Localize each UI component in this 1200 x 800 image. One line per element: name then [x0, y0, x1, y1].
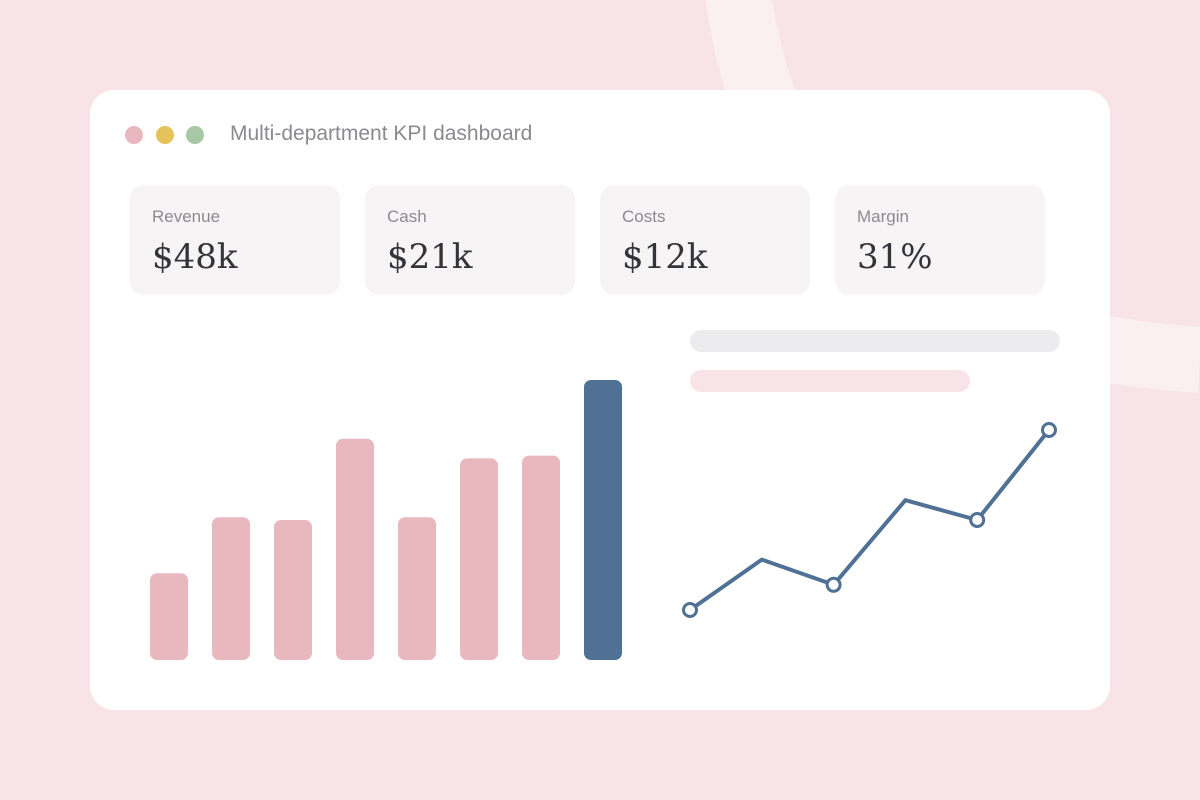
minimize-dot[interactable] — [156, 126, 174, 144]
skeleton-line-pink — [690, 370, 970, 392]
kpi-card-revenue[interactable]: Revenue $48k — [130, 185, 340, 295]
kpi-card-cash[interactable]: Cash $21k — [365, 185, 575, 295]
bar-8[interactable] — [584, 380, 622, 660]
bar-2[interactable] — [212, 517, 250, 660]
bar-7[interactable] — [522, 455, 560, 660]
kpi-value: 31% — [857, 237, 933, 277]
close-dot[interactable] — [125, 126, 143, 144]
bar-3[interactable] — [274, 520, 312, 660]
kpi-value: $48k — [152, 237, 238, 277]
kpi-card-margin[interactable]: Margin 31% — [835, 185, 1045, 295]
kpi-label: Cash — [387, 207, 427, 226]
window-title: Multi-department KPI dashboard — [230, 122, 533, 145]
bar-6[interactable] — [460, 458, 498, 660]
bar-1[interactable] — [150, 573, 188, 660]
line-chart — [682, 422, 1057, 618]
maximize-dot[interactable] — [186, 126, 204, 144]
kpi-card-costs[interactable]: Costs $12k — [600, 185, 810, 295]
data-point-1[interactable] — [682, 602, 698, 618]
kpi-value: $12k — [622, 237, 708, 277]
data-point-5[interactable] — [969, 512, 986, 528]
bar-4[interactable] — [336, 438, 374, 660]
kpi-label: Revenue — [152, 207, 221, 226]
dashboard-window: Multi-department KPI dashboard Revenue $… — [90, 90, 1110, 710]
bar-5[interactable] — [398, 517, 436, 660]
kpi-label: Margin — [857, 207, 909, 226]
skeleton-line-gray — [690, 330, 1060, 352]
data-point-6[interactable] — [1041, 422, 1057, 438]
series-line — [688, 428, 1051, 612]
bar-chart — [150, 380, 622, 660]
kpi-label: Costs — [622, 207, 666, 226]
data-point-3[interactable] — [825, 576, 842, 593]
kpi-value: $21k — [387, 237, 473, 277]
